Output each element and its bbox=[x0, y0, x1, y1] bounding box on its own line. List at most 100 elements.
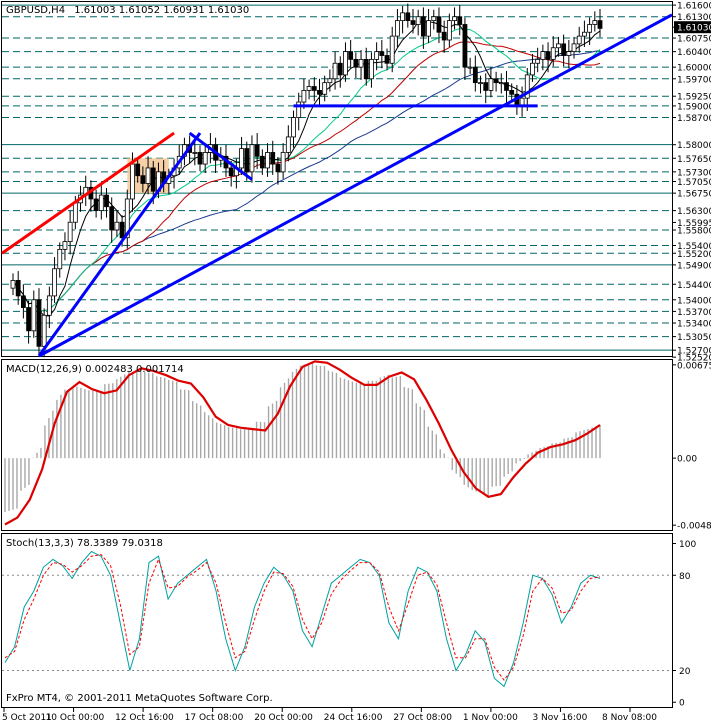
stoch-panel-title: Stoch(13,3,3) 78.3389 79.0318 bbox=[6, 538, 163, 549]
candle-body bbox=[478, 82, 483, 85]
candle-body bbox=[119, 221, 125, 239]
trendline-steep bbox=[37, 132, 202, 357]
candle-body bbox=[317, 90, 322, 95]
time-tick-label: 1 Nov 00:00 bbox=[463, 713, 518, 723]
trendline-long bbox=[38, 13, 673, 358]
candle-body bbox=[150, 167, 156, 192]
candle-body bbox=[306, 86, 312, 91]
price-tick-label: 1.52700 bbox=[677, 347, 711, 357]
candle-body bbox=[67, 221, 73, 243]
candle-body bbox=[254, 144, 260, 157]
candle-body bbox=[41, 314, 47, 347]
price-tick-label: 1.61030 bbox=[677, 24, 711, 34]
candle-body bbox=[410, 20, 416, 25]
candle-body bbox=[446, 20, 452, 41]
candle-body bbox=[587, 24, 593, 33]
candle-body bbox=[93, 198, 99, 212]
copyright-text: FxPro MT4, © 2001-2011 MetaQuotes Softwa… bbox=[6, 693, 273, 704]
price-tick-label: 1.52520 bbox=[677, 354, 711, 364]
candle-body bbox=[535, 58, 541, 64]
candle-body bbox=[140, 175, 146, 184]
candle-body bbox=[36, 299, 42, 347]
price-tick-label: 1.53050 bbox=[677, 333, 711, 343]
candle-body bbox=[582, 31, 587, 37]
candle-body bbox=[46, 295, 52, 316]
candle-body bbox=[343, 51, 348, 76]
candle-body bbox=[62, 241, 68, 250]
candle-body bbox=[530, 62, 535, 76]
candle-body bbox=[114, 221, 120, 231]
candle-body bbox=[26, 307, 31, 332]
trendlines bbox=[1, 13, 673, 358]
candle-body bbox=[426, 20, 431, 37]
candle-body bbox=[384, 55, 390, 64]
candle-body bbox=[275, 163, 281, 173]
stoch-levels bbox=[2, 574, 672, 671]
macd-tick-label: -0.00485 bbox=[677, 522, 711, 532]
stoch-axis: 100 80 20 0 bbox=[672, 540, 696, 709]
candle-body bbox=[374, 51, 380, 60]
candle-body bbox=[566, 51, 572, 56]
time-tick-label: 3 Nov 16:00 bbox=[532, 713, 587, 723]
candle-body bbox=[20, 295, 26, 308]
price-tick-label: 1.57650 bbox=[677, 155, 711, 165]
candle-body bbox=[322, 82, 328, 95]
candle-body bbox=[483, 82, 489, 91]
candle-body bbox=[493, 78, 499, 84]
time-tick-label: 10 Oct 00:00 bbox=[46, 713, 105, 723]
price-panel-title: GBPUSD,H4 1.61003 1.61052 1.60931 1.6103… bbox=[6, 5, 249, 16]
candle-body bbox=[395, 20, 400, 37]
candle-body bbox=[145, 167, 151, 184]
candle-body bbox=[363, 58, 369, 80]
price-panel[interactable] bbox=[1, 1, 673, 357]
candle-body bbox=[592, 20, 598, 25]
candle-body bbox=[280, 152, 286, 173]
candle-body bbox=[457, 16, 463, 25]
time-tick-label: 8 Nov 08:00 bbox=[602, 713, 657, 723]
candle-body bbox=[467, 66, 473, 69]
candle-body bbox=[348, 51, 354, 60]
candle-body bbox=[550, 47, 556, 60]
price-tick-label: 1.58700 bbox=[677, 114, 711, 124]
candle-body bbox=[270, 152, 276, 165]
candle-body bbox=[358, 58, 364, 68]
current-price-tag bbox=[674, 21, 711, 34]
candle-body bbox=[57, 248, 63, 270]
price-tick-label: 1.60400 bbox=[677, 48, 711, 58]
stoch-tick-label: 0 bbox=[679, 699, 685, 709]
candle-body bbox=[405, 12, 411, 22]
ma-fast bbox=[12, 28, 601, 312]
candle-body bbox=[441, 31, 447, 41]
macd-tick-label: 0.00 bbox=[677, 455, 697, 465]
candle-body bbox=[192, 152, 198, 154]
price-level-lines bbox=[2, 4, 672, 351]
candle-body bbox=[265, 152, 270, 169]
price-tick-label: 1.60000 bbox=[677, 64, 711, 74]
candle-body bbox=[228, 167, 234, 177]
candle-body bbox=[436, 16, 442, 33]
candle-body bbox=[296, 101, 302, 118]
price-tick-label: 1.58000 bbox=[677, 141, 711, 151]
stoch-signal bbox=[4, 554, 601, 681]
candle-body bbox=[135, 163, 141, 177]
price-tick-label: 1.55800 bbox=[677, 226, 711, 236]
candle-body bbox=[488, 78, 494, 91]
candle-body bbox=[524, 74, 530, 99]
candle-body bbox=[571, 43, 577, 53]
macd-signal bbox=[4, 360, 601, 526]
candle-body bbox=[52, 268, 57, 297]
candlesticks bbox=[10, 3, 603, 358]
price-tick-label: 1.56300 bbox=[677, 207, 711, 217]
macd-tick-label: 0.00675 bbox=[677, 361, 711, 371]
candle-body bbox=[98, 194, 104, 212]
price-tick-label: 1.61600 bbox=[677, 2, 711, 12]
price-tick-label: 1.59000 bbox=[677, 102, 711, 112]
candle-body bbox=[540, 51, 546, 60]
candle-body bbox=[130, 163, 135, 200]
time-tick-label: 24 Oct 16:00 bbox=[324, 713, 383, 723]
candle-body bbox=[10, 279, 16, 289]
candle-body bbox=[576, 35, 582, 45]
price-tick-label: 1.57300 bbox=[677, 168, 711, 178]
